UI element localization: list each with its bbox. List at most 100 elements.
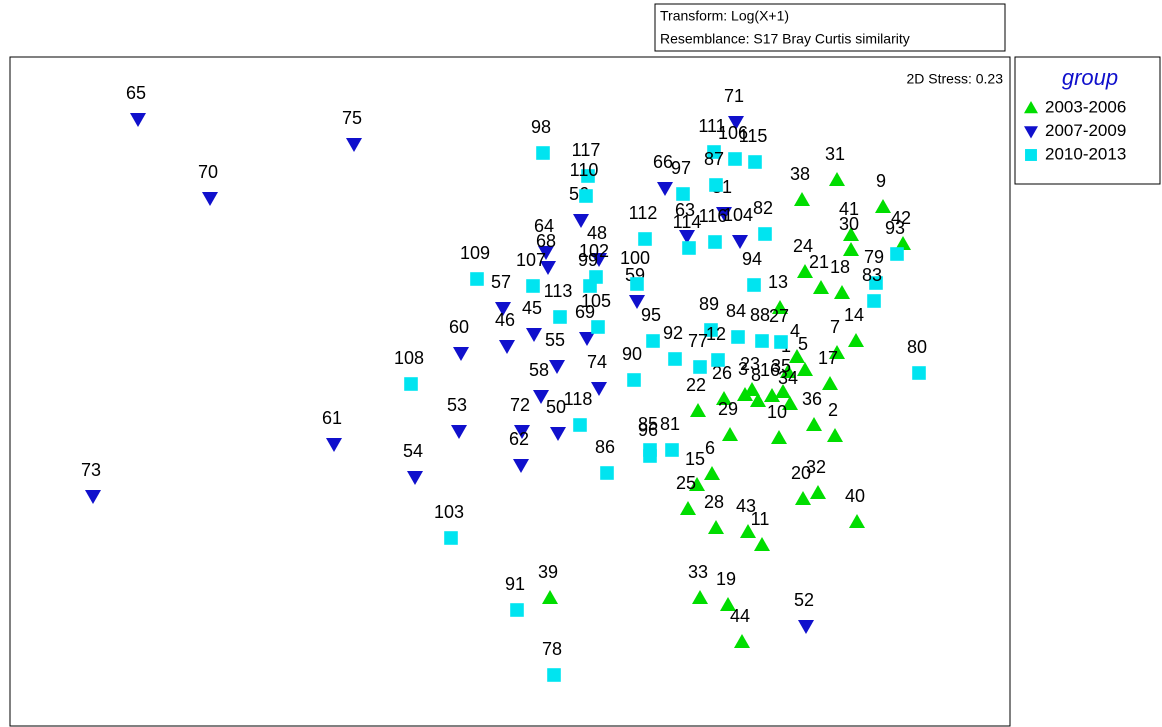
data-point [679,230,695,244]
point-label: 22 [686,375,706,395]
data-point [764,388,780,402]
data-point [470,272,484,286]
point-label: 8 [751,365,761,385]
data-point [789,349,805,363]
point-label: 36 [802,389,822,409]
point-label: 106 [718,123,748,143]
point-label: 9 [876,171,886,191]
data-point [822,376,838,390]
data-point [579,332,595,346]
data-point [747,278,761,292]
point-label: 25 [676,473,696,493]
point-label: 16 [760,360,780,380]
data-point [130,113,146,127]
data-point [744,382,760,396]
point-label: 62 [509,429,529,449]
data-point [404,377,418,391]
data-point [676,187,690,201]
data-point [680,501,696,515]
data-point [813,280,829,294]
point-label: 34 [778,368,798,388]
data-point [326,438,342,452]
data-point [795,491,811,505]
point-label: 35 [771,356,791,376]
point-label: 104 [723,205,753,225]
legend-label: 2003-2006 [1045,97,1126,116]
data-point [848,333,864,347]
data-point [843,242,859,256]
data-point [829,172,845,186]
data-point [731,330,745,344]
point-label: 111 [698,116,725,136]
point-label: 75 [342,108,362,128]
point-label: 58 [529,360,549,380]
point-label: 66 [653,152,673,172]
data-point [708,235,722,249]
point-label: 7 [830,317,840,337]
data-point [782,396,798,410]
point-label: 48 [587,223,607,243]
point-label: 99 [578,250,598,270]
data-point [716,207,732,221]
point-label: 91 [505,574,525,594]
data-point [526,279,540,293]
point-label: 18 [830,257,850,277]
data-point [709,178,723,192]
point-label: 83 [862,265,882,285]
data-point [794,192,810,206]
data-point [600,466,614,480]
point-label: 94 [742,249,762,269]
data-point [589,270,603,284]
point-label: 57 [491,272,511,292]
point-label: 103 [434,502,464,522]
point-label: 41 [839,199,859,219]
data-point [720,597,736,611]
point-label: 45 [522,298,542,318]
point-label: 14 [844,305,864,325]
data-point [810,485,826,499]
legend-marker [1025,149,1037,161]
point-label: 13 [768,272,788,292]
point-label: 5 [798,334,808,354]
data-point [444,531,458,545]
point-label: 20 [791,463,811,483]
data-point [890,247,904,261]
data-point [740,524,756,538]
data-point [85,490,101,504]
legend-title: group [1062,65,1118,90]
point-label: 65 [126,83,146,103]
point-label: 79 [864,247,884,267]
point-label: 3 [738,359,748,379]
data-point [755,334,769,348]
point-label: 113 [544,281,573,301]
data-point [591,382,607,396]
point-label: 4 [790,321,800,341]
data-point [451,425,467,439]
point-label: 96 [638,420,658,440]
point-label: 118 [564,389,593,409]
data-point [728,116,744,130]
point-label: 100 [620,248,650,268]
data-point [542,590,558,604]
point-label: 71 [724,86,744,106]
data-point [630,277,644,291]
point-label: 52 [794,590,814,610]
point-label: 108 [394,348,424,368]
point-label: 109 [460,243,490,263]
data-point [827,428,843,442]
legend-marker [1024,126,1038,139]
data-point [758,227,772,241]
point-label: 27 [769,306,789,326]
data-point [711,353,725,367]
data-point [750,393,766,407]
data-point [692,590,708,604]
point-label: 110 [570,160,599,180]
stress-annotation: 2D Stress: 0.23 [907,71,1004,87]
point-label: 73 [81,460,101,480]
point-label: 17 [818,348,838,368]
data-point [775,384,791,398]
data-point [499,340,515,354]
data-point [708,520,724,534]
point-label: 117 [572,140,601,160]
